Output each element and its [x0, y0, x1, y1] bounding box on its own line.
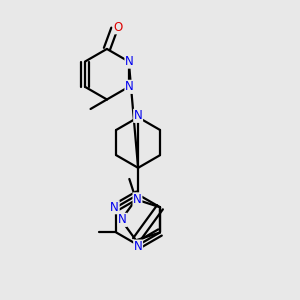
- Text: N: N: [125, 55, 134, 68]
- Text: N: N: [125, 80, 134, 93]
- Text: N: N: [110, 201, 119, 214]
- Text: N: N: [134, 109, 142, 122]
- Text: N: N: [118, 213, 127, 226]
- Text: N: N: [133, 193, 142, 206]
- Text: O: O: [113, 21, 122, 34]
- Text: N: N: [134, 240, 142, 253]
